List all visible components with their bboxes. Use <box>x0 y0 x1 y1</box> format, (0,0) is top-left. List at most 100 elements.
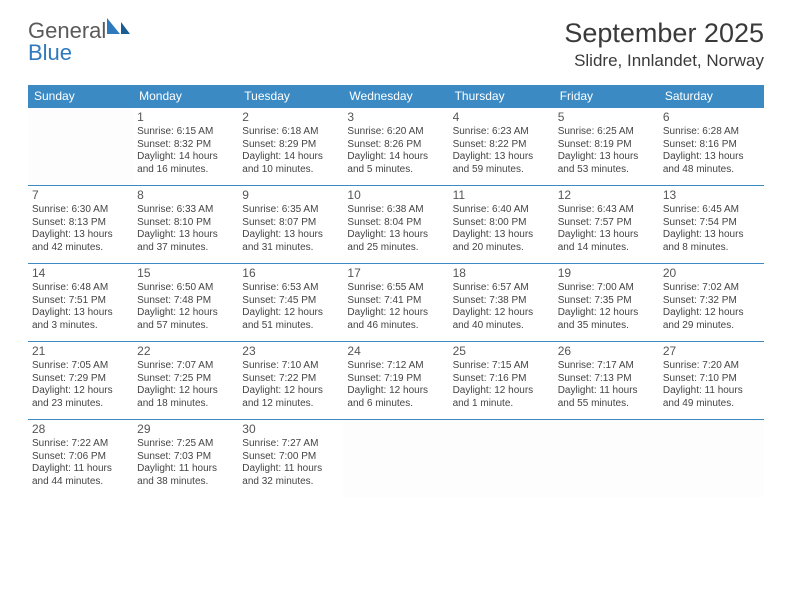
calendar-grid: SundayMondayTuesdayWednesdayThursdayFrid… <box>28 85 764 497</box>
calendar-cell-blank <box>28 107 133 185</box>
calendar-cell: 22Sunrise: 7:07 AMSunset: 7:25 PMDayligh… <box>133 341 238 419</box>
day-number: 16 <box>242 266 339 281</box>
day-detail: and 37 minutes. <box>137 242 234 255</box>
calendar-cell: 25Sunrise: 7:15 AMSunset: 7:16 PMDayligh… <box>449 341 554 419</box>
day-number: 8 <box>137 188 234 203</box>
day-detail: Sunrise: 6:23 AM <box>453 126 550 139</box>
day-detail: Sunrise: 6:33 AM <box>137 204 234 217</box>
day-detail: Daylight: 12 hours <box>663 307 760 320</box>
dow-header: Friday <box>554 85 659 107</box>
day-detail: Sunset: 7:00 PM <box>242 451 339 464</box>
day-number: 28 <box>32 422 129 437</box>
day-detail: Daylight: 12 hours <box>453 307 550 320</box>
calendar-cell: 18Sunrise: 6:57 AMSunset: 7:38 PMDayligh… <box>449 263 554 341</box>
day-detail: Sunset: 8:04 PM <box>347 217 444 230</box>
day-detail: Sunrise: 6:53 AM <box>242 282 339 295</box>
day-number: 24 <box>347 344 444 359</box>
day-detail: Sunset: 8:29 PM <box>242 139 339 152</box>
day-detail: Sunset: 7:16 PM <box>453 373 550 386</box>
day-number: 15 <box>137 266 234 281</box>
day-detail: and 25 minutes. <box>347 242 444 255</box>
dow-header: Sunday <box>28 85 133 107</box>
day-number: 21 <box>32 344 129 359</box>
day-detail: Daylight: 11 hours <box>137 463 234 476</box>
day-number: 4 <box>453 110 550 125</box>
day-detail: and 1 minute. <box>453 398 550 411</box>
calendar-cell-blank <box>449 419 554 497</box>
location: Slidre, Innlandet, Norway <box>564 51 764 71</box>
day-detail: Sunrise: 6:43 AM <box>558 204 655 217</box>
calendar-cell: 8Sunrise: 6:33 AMSunset: 8:10 PMDaylight… <box>133 185 238 263</box>
calendar-cell: 7Sunrise: 6:30 AMSunset: 8:13 PMDaylight… <box>28 185 133 263</box>
calendar-cell: 3Sunrise: 6:20 AMSunset: 8:26 PMDaylight… <box>343 107 448 185</box>
calendar-cell: 1Sunrise: 6:15 AMSunset: 8:32 PMDaylight… <box>133 107 238 185</box>
day-detail: Daylight: 13 hours <box>137 229 234 242</box>
day-detail: Sunset: 7:48 PM <box>137 295 234 308</box>
day-number: 7 <box>32 188 129 203</box>
day-detail: and 53 minutes. <box>558 164 655 177</box>
day-detail: Daylight: 13 hours <box>242 229 339 242</box>
day-detail: and 49 minutes. <box>663 398 760 411</box>
day-detail: and 59 minutes. <box>453 164 550 177</box>
day-number: 19 <box>558 266 655 281</box>
calendar-cell: 16Sunrise: 6:53 AMSunset: 7:45 PMDayligh… <box>238 263 343 341</box>
day-detail: Sunrise: 6:48 AM <box>32 282 129 295</box>
calendar-page: General Blue September 2025 Slidre, Innl… <box>0 0 792 515</box>
day-detail: and 42 minutes. <box>32 242 129 255</box>
day-detail: Sunset: 7:06 PM <box>32 451 129 464</box>
day-detail: Daylight: 13 hours <box>32 307 129 320</box>
day-number: 11 <box>453 188 550 203</box>
calendar-cell: 19Sunrise: 7:00 AMSunset: 7:35 PMDayligh… <box>554 263 659 341</box>
day-detail: Sunset: 7:25 PM <box>137 373 234 386</box>
day-detail: Sunrise: 7:22 AM <box>32 438 129 451</box>
logo: General Blue <box>28 18 130 64</box>
day-number: 22 <box>137 344 234 359</box>
day-detail: and 48 minutes. <box>663 164 760 177</box>
day-detail: Sunrise: 7:15 AM <box>453 360 550 373</box>
day-detail: Daylight: 12 hours <box>137 385 234 398</box>
day-detail: and 3 minutes. <box>32 320 129 333</box>
day-detail: Sunset: 7:32 PM <box>663 295 760 308</box>
day-number: 2 <box>242 110 339 125</box>
logo-text: General Blue <box>28 18 130 64</box>
day-detail: Sunrise: 7:07 AM <box>137 360 234 373</box>
day-detail: Sunrise: 7:25 AM <box>137 438 234 451</box>
calendar-cell-blank <box>659 419 764 497</box>
day-detail: Sunrise: 7:20 AM <box>663 360 760 373</box>
day-detail: Sunrise: 6:28 AM <box>663 126 760 139</box>
day-detail: Daylight: 13 hours <box>347 229 444 242</box>
day-number: 26 <box>558 344 655 359</box>
month-title: September 2025 <box>564 18 764 49</box>
day-detail: Sunrise: 7:17 AM <box>558 360 655 373</box>
day-detail: Daylight: 12 hours <box>242 385 339 398</box>
day-detail: Sunset: 7:51 PM <box>32 295 129 308</box>
day-number: 27 <box>663 344 760 359</box>
day-detail: Sunset: 8:16 PM <box>663 139 760 152</box>
day-detail: and 20 minutes. <box>453 242 550 255</box>
day-detail: Daylight: 12 hours <box>453 385 550 398</box>
day-detail: Daylight: 13 hours <box>558 229 655 242</box>
day-detail: and 51 minutes. <box>242 320 339 333</box>
day-number: 20 <box>663 266 760 281</box>
dow-header: Monday <box>133 85 238 107</box>
day-detail: and 38 minutes. <box>137 476 234 489</box>
day-detail: Daylight: 13 hours <box>663 151 760 164</box>
day-detail: Daylight: 13 hours <box>453 229 550 242</box>
day-number: 18 <box>453 266 550 281</box>
day-detail: Sunrise: 6:35 AM <box>242 204 339 217</box>
day-detail: and 32 minutes. <box>242 476 339 489</box>
day-detail: and 46 minutes. <box>347 320 444 333</box>
day-detail: Sunset: 8:26 PM <box>347 139 444 152</box>
day-number: 30 <box>242 422 339 437</box>
day-number: 5 <box>558 110 655 125</box>
day-detail: Daylight: 11 hours <box>663 385 760 398</box>
day-detail: Sunrise: 7:12 AM <box>347 360 444 373</box>
day-detail: Sunrise: 6:30 AM <box>32 204 129 217</box>
day-number: 3 <box>347 110 444 125</box>
day-detail: Daylight: 11 hours <box>32 463 129 476</box>
calendar-cell: 24Sunrise: 7:12 AMSunset: 7:19 PMDayligh… <box>343 341 448 419</box>
day-detail: Sunset: 7:35 PM <box>558 295 655 308</box>
calendar-cell: 29Sunrise: 7:25 AMSunset: 7:03 PMDayligh… <box>133 419 238 497</box>
calendar-cell: 28Sunrise: 7:22 AMSunset: 7:06 PMDayligh… <box>28 419 133 497</box>
day-detail: Sunset: 8:07 PM <box>242 217 339 230</box>
